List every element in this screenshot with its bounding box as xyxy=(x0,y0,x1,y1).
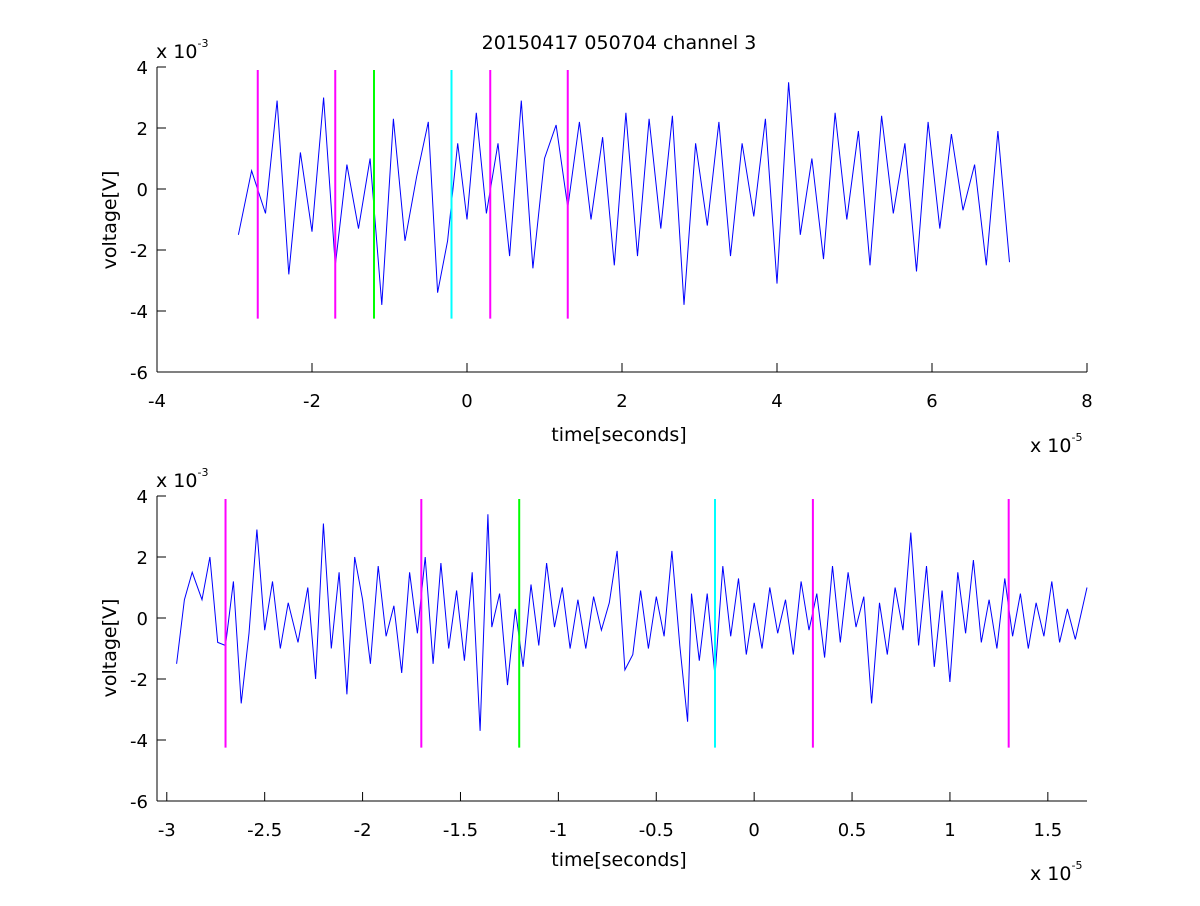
top-y-tick-label: 4 xyxy=(137,58,148,79)
bottom-y-exponent: x 10-3 xyxy=(156,466,208,492)
bottom-x-tick-label: -3 xyxy=(158,820,176,841)
bottom-x-tick-label: -2.5 xyxy=(247,820,282,841)
top-signal-line xyxy=(237,82,1010,305)
top-x-tick-label: 0 xyxy=(461,391,472,412)
bottom-plot-area xyxy=(176,499,1088,748)
bottom-x-tick-label: -1 xyxy=(549,820,567,841)
bottom-x-tick-label: 1 xyxy=(944,820,955,841)
top-y-tick-label: 2 xyxy=(137,119,148,140)
bottom-x-ticks: -3 -2.5 -2 -1.5 -1 -0.5 0 0.5 1 1.5 xyxy=(158,792,1062,841)
top-y-ticks: -6 -4 -2 0 2 4 xyxy=(130,58,166,384)
bottom-y-ticks: -6 -4 -2 0 2 4 xyxy=(130,487,166,813)
top-x-ticks: -4 -2 0 2 4 6 8 xyxy=(148,363,1093,412)
top-x-axis-label: time[seconds] xyxy=(551,424,686,446)
bottom-x-exponent-base: x 10 xyxy=(1030,863,1071,885)
top-y-exponent-base: x 10 xyxy=(156,41,197,63)
bottom-x-tick-label: -1.5 xyxy=(443,820,478,841)
top-x-tick-label: -2 xyxy=(303,391,321,412)
bottom-x-tick-label: -2 xyxy=(354,820,372,841)
top-y-tick-label: 0 xyxy=(137,180,148,201)
top-x-tick-label: 8 xyxy=(1081,391,1092,412)
top-plot-box xyxy=(156,67,1087,373)
bottom-y-axis-label: voltage[V] xyxy=(99,599,121,698)
bottom-plot-box xyxy=(156,496,1087,802)
top-y-axis-label: voltage[V] xyxy=(99,171,121,270)
chart-title: 20150417 050704 channel 3 xyxy=(482,32,757,54)
bottom-x-tick-label: 0 xyxy=(748,820,759,841)
bottom-y-tick-label: 4 xyxy=(137,487,148,508)
top-x-tick-label: 6 xyxy=(926,391,937,412)
top-y-tick-label: -2 xyxy=(130,241,148,262)
bottom-y-tick-label: -4 xyxy=(130,731,148,752)
bottom-y-tick-label: -2 xyxy=(130,670,148,691)
top-y-tick-label: -4 xyxy=(130,302,148,323)
top-y-exponent: x 10-3 xyxy=(156,37,208,63)
bottom-x-exponent-power: -5 xyxy=(1071,859,1082,872)
bottom-x-exponent: x 10-5 xyxy=(1030,859,1082,885)
bottom-x-tick-label: -0.5 xyxy=(639,820,674,841)
top-y-tick-label: -6 xyxy=(130,363,148,384)
bottom-y-tick-label: -6 xyxy=(130,792,148,813)
bottom-y-tick-label: 0 xyxy=(137,609,148,630)
bottom-y-exponent-base: x 10 xyxy=(156,470,197,492)
bottom-plot: -3 -2.5 -2 -1.5 -1 -0.5 0 0.5 1 1.5 -6 -4 -2 0 2 4 tim… xyxy=(99,466,1088,885)
top-x-exponent-base: x 10 xyxy=(1030,435,1071,457)
top-x-exponent-power: -5 xyxy=(1071,431,1082,444)
bottom-x-tick-label: 0.5 xyxy=(838,820,867,841)
bottom-x-axis-label: time[seconds] xyxy=(551,849,686,871)
bottom-y-tick-label: 2 xyxy=(137,548,148,569)
top-y-exponent-power: -3 xyxy=(197,37,208,50)
top-x-exponent: x 10-5 xyxy=(1030,431,1082,457)
bottom-y-exponent-power: -3 xyxy=(197,466,208,479)
top-x-tick-label: 4 xyxy=(771,391,782,412)
top-x-tick-label: -4 xyxy=(148,391,166,412)
top-x-tick-label: 2 xyxy=(616,391,627,412)
bottom-signal-line xyxy=(176,514,1088,731)
bottom-x-tick-label: 1.5 xyxy=(1034,820,1063,841)
top-plot-area xyxy=(237,70,1010,319)
